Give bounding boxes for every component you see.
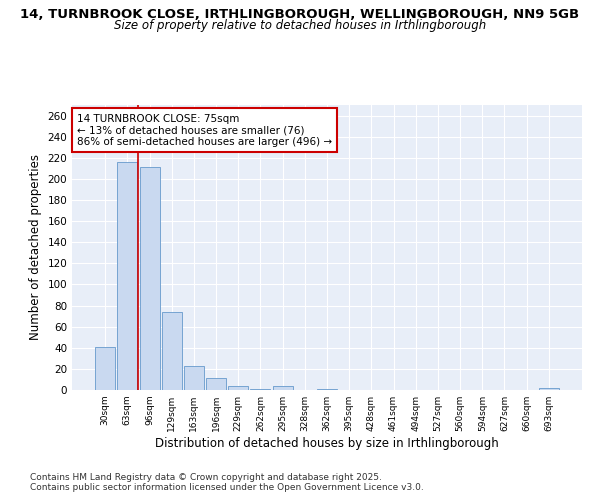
Bar: [317, 389, 337, 390]
Text: Contains HM Land Registry data © Crown copyright and database right 2025.: Contains HM Land Registry data © Crown c…: [30, 472, 382, 482]
Text: Size of property relative to detached houses in Irthlingborough: Size of property relative to detached ho…: [114, 19, 486, 32]
Bar: [206, 378, 226, 390]
Bar: [95, 346, 115, 390]
Text: 14, TURNBROOK CLOSE, IRTHLINGBOROUGH, WELLINGBOROUGH, NN9 5GB: 14, TURNBROOK CLOSE, IRTHLINGBOROUGH, WE…: [20, 8, 580, 20]
Bar: [250, 389, 271, 390]
Bar: [228, 386, 248, 390]
X-axis label: Distribution of detached houses by size in Irthlingborough: Distribution of detached houses by size …: [155, 437, 499, 450]
Bar: [162, 312, 182, 390]
Text: Contains public sector information licensed under the Open Government Licence v3: Contains public sector information licen…: [30, 482, 424, 492]
Y-axis label: Number of detached properties: Number of detached properties: [29, 154, 42, 340]
Bar: [539, 388, 559, 390]
Bar: [118, 162, 137, 390]
Bar: [272, 386, 293, 390]
Bar: [184, 366, 204, 390]
Text: 14 TURNBROOK CLOSE: 75sqm
← 13% of detached houses are smaller (76)
86% of semi-: 14 TURNBROOK CLOSE: 75sqm ← 13% of detac…: [77, 114, 332, 147]
Bar: [140, 168, 160, 390]
